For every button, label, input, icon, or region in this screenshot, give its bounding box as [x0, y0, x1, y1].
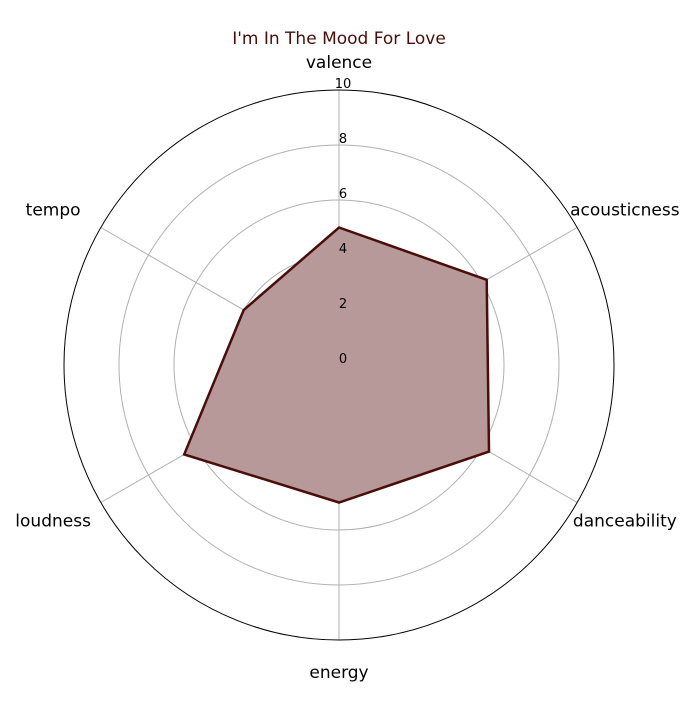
- axis-label-acousticness: acousticness: [570, 201, 680, 221]
- r-tick-label-5: 10: [335, 77, 352, 92]
- axis-label-valence: valence: [306, 53, 372, 73]
- r-tick-label-2: 4: [339, 242, 347, 257]
- axis-label-energy: energy: [309, 663, 368, 683]
- axis-label-loudness: loudness: [15, 512, 91, 532]
- series-area-0: [184, 228, 489, 503]
- r-tick-label-0: 0: [339, 352, 347, 367]
- r-tick-label-4: 8: [339, 132, 347, 147]
- axis-label-tempo: tempo: [26, 201, 81, 221]
- r-tick-label-1: 2: [339, 297, 347, 312]
- axis-label-danceability: danceability: [573, 512, 677, 532]
- chart-title: I'm In The Mood For Love: [232, 29, 446, 49]
- r-tick-label-3: 6: [339, 187, 347, 202]
